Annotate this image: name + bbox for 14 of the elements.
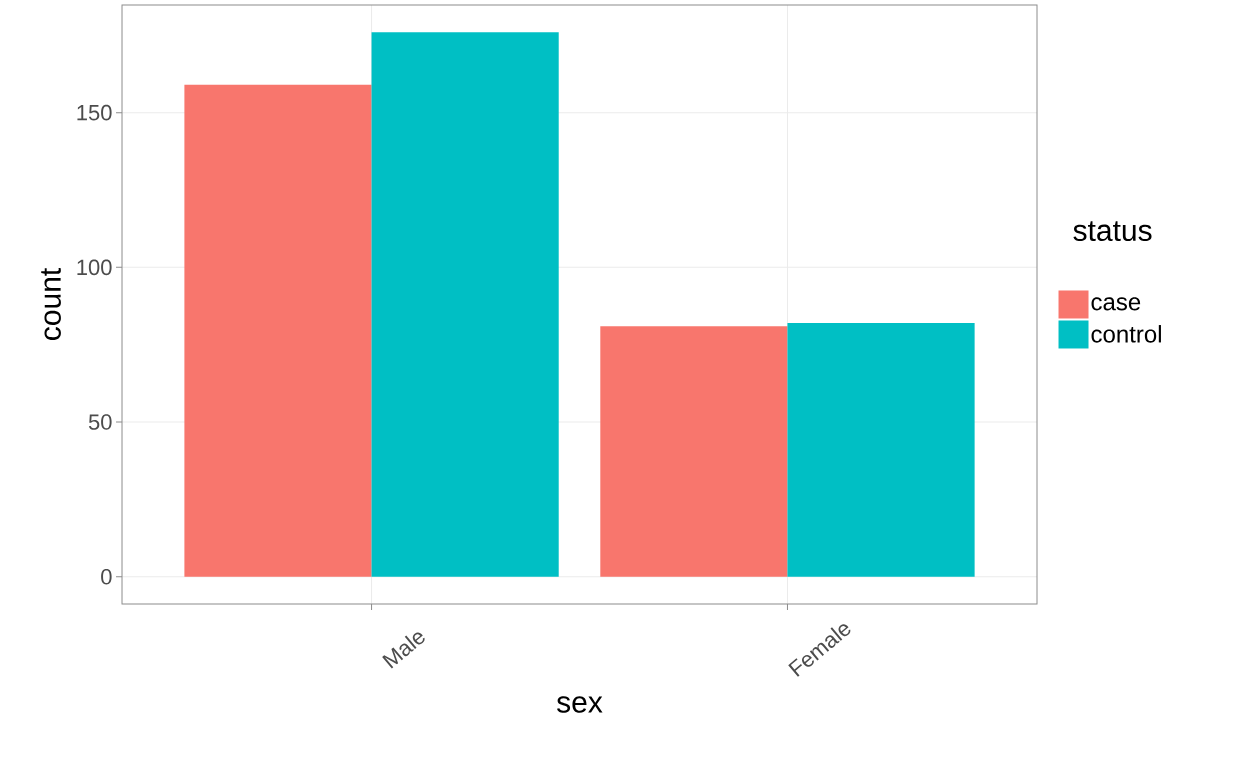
legend-label: case [1091, 297, 1141, 311]
y-axis-title: count [41, 268, 61, 340]
y-tick-label: 100 [77, 259, 112, 276]
x-axis-title: sex [557, 696, 603, 713]
legend-title: status [1073, 221, 1152, 242]
bar [184, 84, 372, 577]
bar [600, 326, 788, 577]
y-tick-label: 0 [101, 568, 112, 585]
y-tick-label: 50 [88, 414, 112, 430]
legend-label: control [1091, 325, 1161, 343]
x-tick-label: Male [382, 632, 425, 669]
bar [371, 32, 559, 577]
y-tick-label: 150 [77, 104, 112, 121]
bar [787, 323, 975, 577]
